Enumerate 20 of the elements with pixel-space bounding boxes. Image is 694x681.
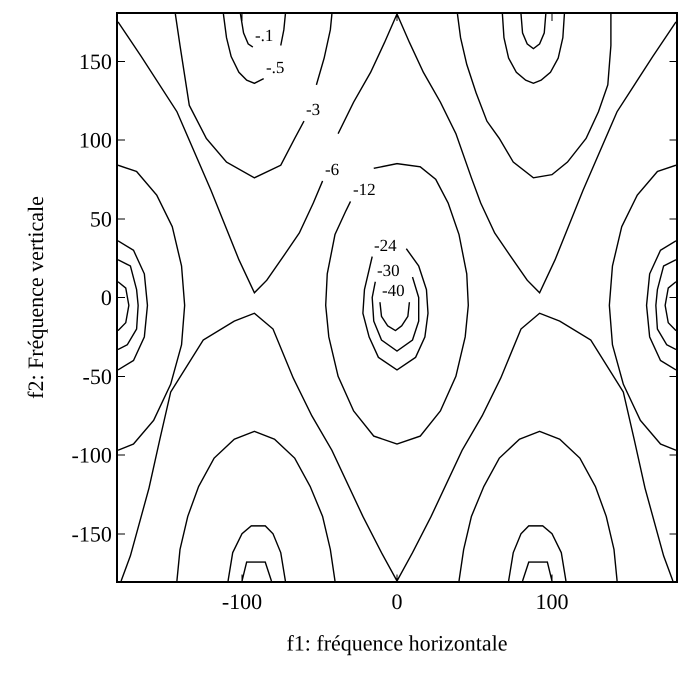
- y-axis-title: f2: Fréquence verticale: [22, 196, 48, 399]
- series-label: -.1: [255, 26, 274, 45]
- y-tick-label: -100: [72, 442, 112, 468]
- y-tick-label: -150: [72, 521, 112, 546]
- y-tick-label: -50: [82, 364, 112, 389]
- series-label: -30: [377, 261, 400, 280]
- y-tick-label: 150: [78, 48, 112, 74]
- y-tick-label: 100: [78, 128, 112, 153]
- series-label: -24: [374, 236, 398, 255]
- y-tick-label: 0: [100, 285, 112, 310]
- x-tick-label: 100: [536, 589, 568, 614]
- x-tick-label: 0: [392, 589, 402, 614]
- y-tick-label: 50: [90, 206, 112, 232]
- series-label: -12: [353, 180, 376, 199]
- x-axis-title: f1: fréquence horizontale: [286, 630, 508, 656]
- series-label: -40: [382, 281, 405, 300]
- series-label: -.5: [266, 58, 284, 77]
- x-tick-label: -100: [222, 589, 262, 614]
- series-label: -6: [325, 160, 340, 179]
- series-label: -3: [306, 100, 320, 119]
